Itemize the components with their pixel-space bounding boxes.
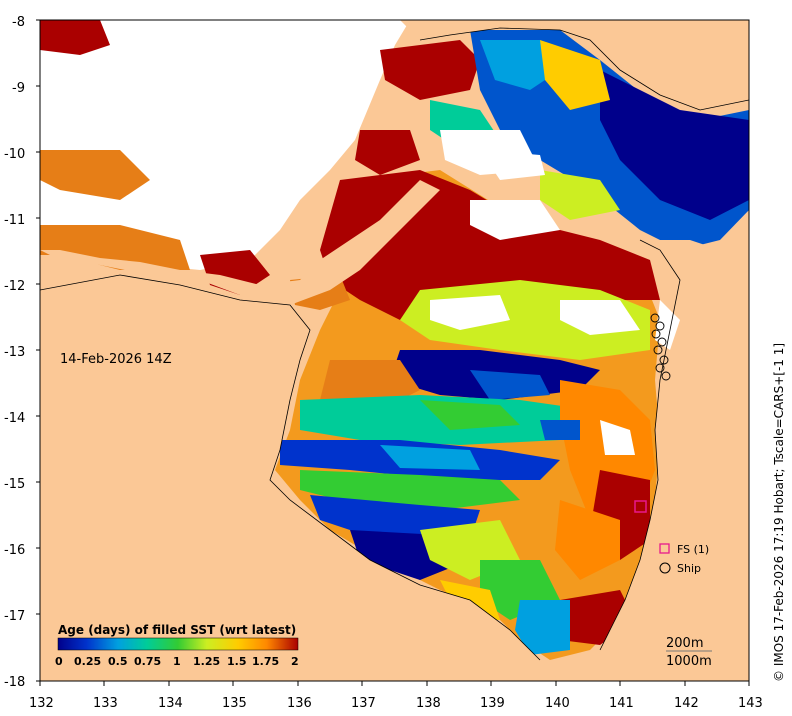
date-label: 14-Feb-2026 14Z [60,352,172,367]
fs-legend-label: FS (1) [677,543,709,556]
x-tick-label: 142 [674,696,699,711]
y-tick-label: -11 [4,213,25,228]
colorbar-tick-label: 0 [55,655,63,668]
y-tick-label: -13 [4,345,25,360]
colorbar-tick-label: 1 [173,655,181,668]
credit-text: © IMOS 17-Feb-2026 17:19 Hobart; Tscale=… [772,343,786,682]
x-tick-label: 143 [738,696,763,711]
contour-200m-label: 200m [666,636,703,651]
x-tick-label: 139 [480,696,505,711]
colorbar-gradient [57,637,299,651]
y-tick-label: -14 [4,411,25,426]
x-tick-label: 138 [416,696,441,711]
colorbar-tick-label: 0.25 [74,655,101,668]
x-tick-label: 133 [93,696,118,711]
colorbar-tick-label: 1.25 [193,655,220,668]
y-tick-label: -9 [12,81,25,96]
ship-legend-label: Ship [677,562,701,575]
ship-legend-icon [659,562,671,574]
contour-1000m-label: 1000m [666,654,712,669]
fs-station-marker [634,500,647,513]
colorbar-tick-label: 1.5 [227,655,247,668]
colorbar-tick-label: 2 [291,655,299,668]
legend: FS (1) Ship [659,543,709,575]
x-tick-label: 141 [609,696,634,711]
x-tick-label: 135 [222,696,247,711]
colorbar-tick-label: 0.75 [134,655,161,668]
contour-legend: 200m 1000m [666,636,712,669]
x-tick-label: 134 [158,696,183,711]
x-axis: 132 133 134 135 136 137 138 139 140 141 … [29,696,763,711]
fs-legend-icon [659,543,670,554]
x-tick-label: 136 [287,696,312,711]
y-tick-label: -15 [4,477,25,492]
x-tick-label: 140 [545,696,570,711]
colorbar-tick-label: 0.5 [108,655,128,668]
y-tick-label: -16 [4,543,25,558]
y-tick-label: -17 [4,609,25,624]
y-tick-label: -18 [4,675,25,690]
map-field [40,20,749,681]
x-tick-label: 132 [29,696,54,711]
y-tick-label: -12 [4,279,25,294]
colorbar-title: Age (days) of filled SST (wrt latest) [58,623,296,637]
x-tick-label: 137 [351,696,376,711]
colorbar-tick-label: 1.75 [252,655,279,668]
y-tick-label: -10 [4,147,25,162]
colorbar: Age (days) of filled SST (wrt latest) 0 … [55,623,299,668]
y-tick-label: -8 [12,15,25,30]
y-axis: -8 -9 -10 -11 -12 -13 -14 -15 -16 -17 -1… [4,15,25,690]
